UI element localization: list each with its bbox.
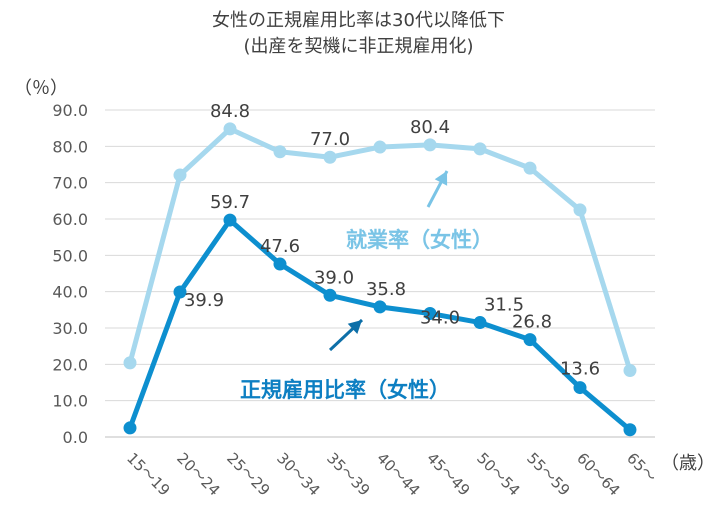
data-point (273, 257, 287, 271)
data-label: 13.6 (560, 359, 600, 380)
x-tick-label: 30～34 (273, 449, 323, 499)
x-tick-label: 15～19 (123, 449, 173, 499)
series-label-employment: 就業率（女性） (346, 228, 493, 252)
arrow-employment-head (434, 171, 448, 186)
x-tick-label: 60～64 (573, 449, 623, 499)
data-label: 77.0 (310, 129, 350, 150)
data-point (123, 356, 137, 370)
data-point (473, 142, 487, 156)
data-point (273, 145, 287, 159)
data-label: 35.8 (366, 279, 406, 300)
y-tick-label: 70.0 (52, 174, 88, 193)
data-point (323, 288, 337, 302)
data-point (423, 138, 437, 152)
chart-subtitle: (出産を契機に非正規雇用化) (243, 36, 474, 57)
data-point (523, 161, 537, 175)
x-tick-label: 35～39 (323, 449, 373, 499)
y-tick-label: 90.0 (52, 101, 88, 120)
x-tick-label: 20～24 (173, 449, 223, 499)
x-tick-label: 25～29 (223, 449, 273, 499)
y-tick-label: 50.0 (52, 246, 88, 265)
data-label: 84.8 (210, 101, 250, 122)
data-point (373, 300, 387, 314)
series-label-regular: 正規雇用比率（女性） (240, 378, 450, 402)
data-point (173, 285, 187, 299)
data-label: 26.8 (512, 312, 552, 333)
y-tick-label: 10.0 (52, 392, 88, 411)
data-point (223, 213, 237, 227)
data-point (323, 150, 337, 164)
data-point (573, 381, 587, 395)
data-label: 31.5 (484, 295, 524, 316)
data-label: 80.4 (410, 117, 450, 138)
data-point (173, 168, 187, 182)
data-label: 34.0 (420, 307, 460, 328)
x-tick-label: 40～44 (373, 449, 423, 499)
data-label: 47.6 (260, 236, 300, 257)
data-label: 39.0 (314, 267, 354, 288)
data-point (423, 306, 437, 320)
chart-title: 女性の正規雇用比率は30代以降低下 (212, 10, 505, 31)
data-label: 39.9 (184, 290, 224, 311)
y-tick-label: 30.0 (52, 319, 88, 338)
data-point (623, 364, 637, 378)
x-tick-label: 65～ (623, 449, 660, 486)
y-tick-label: 60.0 (52, 210, 88, 229)
y-tick-label: 40.0 (52, 283, 88, 302)
x-tick-label: 45～49 (423, 449, 473, 499)
y-tick-label: 20.0 (52, 355, 88, 374)
x-tick-label: 55～59 (523, 449, 573, 499)
y-tick-label: 80.0 (52, 137, 88, 156)
data-point (123, 421, 137, 435)
arrow-regular-head (347, 320, 362, 334)
data-point (223, 122, 237, 136)
data-point (473, 316, 487, 330)
y-axis-label: （％） (14, 78, 68, 99)
data-point (373, 140, 387, 154)
data-point (523, 333, 537, 347)
x-axis-label: （歳） (661, 453, 715, 474)
data-point (623, 423, 637, 437)
data-label: 59.7 (210, 192, 250, 213)
data-point (573, 203, 587, 217)
y-tick-label: 0.0 (63, 428, 88, 447)
x-tick-label: 50～54 (473, 449, 523, 499)
